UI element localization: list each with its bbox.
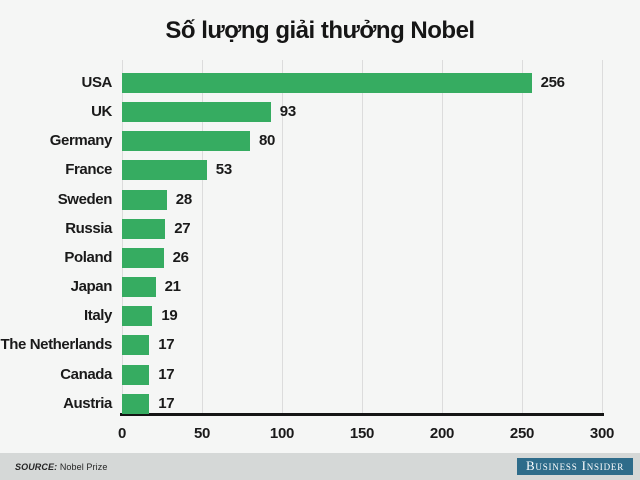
bar-value: 17 (158, 394, 175, 412)
bar-value: 21 (164, 278, 181, 296)
gridline (361, 60, 363, 415)
bar (122, 102, 271, 123)
bar-label: Germany (49, 132, 113, 150)
source-label: SOURCE: (15, 461, 58, 472)
bar (122, 218, 166, 239)
bar-label: Italy (83, 307, 112, 325)
bar (122, 335, 150, 356)
bar-value: 80 (259, 132, 276, 150)
brand-badge: Business Insider (516, 458, 633, 475)
bar-value: 17 (158, 336, 175, 354)
bar-label: Japan (70, 278, 113, 296)
x-tick-label: 300 (589, 425, 615, 442)
bar (122, 247, 164, 268)
bar (122, 277, 156, 298)
bar-value: 27 (174, 219, 191, 237)
x-tick-label: 150 (349, 425, 375, 442)
gridline (441, 60, 443, 415)
bar (122, 189, 167, 210)
plot-area: USA 256 UK 93 Germany 80 France 53 Sweden 28 Russi… (0, 60, 640, 418)
x-tick-label: 0 (117, 425, 127, 442)
bar-value: 19 (161, 307, 178, 325)
bar (122, 393, 150, 414)
bar-label: Austria (63, 394, 112, 412)
gridline (521, 60, 523, 415)
source-value: Nobel Prize (59, 461, 108, 472)
bar (122, 73, 532, 93)
bar-value: 28 (175, 190, 192, 208)
bar-label: Sweden (57, 190, 113, 208)
bar-label: France (65, 161, 112, 179)
bar-label: Canada (60, 365, 112, 383)
bar-value: 17 (158, 365, 175, 383)
x-tick-label: 50 (193, 425, 211, 442)
bar-label: USA (81, 74, 113, 91)
bar-label: The Netherlands (0, 336, 112, 354)
bar-label: Russia (65, 219, 112, 237)
bar (122, 364, 150, 385)
bar (122, 306, 153, 327)
chart-title: Số lượng giải thưởng Nobel (165, 17, 475, 44)
bar-value: 26 (172, 248, 189, 266)
bar (122, 131, 250, 152)
source-credit: SOURCE: Nobel Prize (15, 462, 107, 472)
x-axis-line (120, 413, 604, 416)
bar-label: Poland (64, 248, 112, 266)
x-tick-label: 250 (509, 425, 535, 442)
bar (122, 160, 207, 181)
bar-label: UK (91, 103, 112, 121)
footer-bar: SOURCE: Nobel Prize Business Insider (0, 453, 640, 480)
gridline (281, 60, 283, 415)
bar-value: 93 (279, 103, 296, 121)
gridline (201, 60, 203, 415)
bar-value: 53 (215, 161, 232, 179)
bar-value: 256 (540, 74, 565, 91)
x-tick-label: 100 (269, 425, 295, 442)
gridline (601, 60, 603, 415)
x-tick-label: 200 (429, 425, 455, 442)
